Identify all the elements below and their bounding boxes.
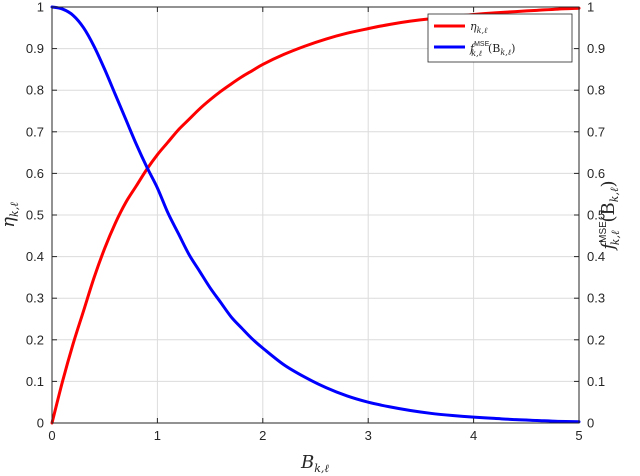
y-left-tick-label: 0: [37, 416, 44, 431]
y-axis-left-label-main: η: [0, 217, 19, 228]
y-left-tick-label: 1: [37, 0, 44, 15]
y-right-tick-label: 0.9: [587, 41, 605, 56]
y-left-tick-label: 0.4: [26, 249, 44, 264]
series-line-fmse: [50, 5, 581, 424]
x-tick-label: 0: [48, 428, 55, 443]
x-axis-label: Bk,ℓ: [300, 452, 329, 475]
legend-label-eta: ηk,ℓ: [470, 20, 488, 35]
y-right-tick-label: 0.1: [587, 374, 605, 389]
y-axis-right-label-arg-sub: k,ℓ: [608, 187, 621, 202]
legend-eta-sub: k,ℓ: [477, 26, 488, 35]
y-right-tick-label: 0: [587, 416, 594, 431]
y-axis-right-label-close: ): [598, 180, 619, 187]
legend-box: [427, 13, 573, 63]
y-right-tick-label: 0.7: [587, 124, 605, 139]
legend-fmse-main: f: [469, 42, 476, 55]
x-tick-label: 4: [470, 428, 477, 443]
y-left-tick-label: 0.9: [26, 41, 44, 56]
legend: ηk,ℓ fMSE k,ℓ (Bk,ℓ): [427, 13, 573, 63]
y-left-tick-label: 0.2: [26, 332, 44, 347]
y-left-tick-label: 0.3: [26, 291, 44, 306]
y-right-tick-label: 1: [587, 0, 594, 15]
y-right-tick-label: 0.2: [587, 332, 605, 347]
legend-fmse-close: ): [511, 42, 515, 55]
x-axis-label-sub: k,ℓ: [314, 462, 329, 475]
y-right-tick-label: 0.4: [587, 249, 605, 264]
x-tick-label: 5: [575, 428, 582, 443]
y-axis-right-label-arg: (B: [598, 202, 619, 222]
y-right-tick-label: 0.8: [587, 83, 605, 98]
x-tick-label: 2: [259, 428, 266, 443]
y-left-tick-label: 0.6: [26, 166, 44, 181]
y-right-tick-label: 0.6: [587, 166, 605, 181]
y-left-tick-label: 0.7: [26, 124, 44, 139]
x-tick-label: 1: [154, 428, 161, 443]
legend-fmse-sub: k,ℓ: [471, 49, 482, 58]
y-axis-right-label-sub: k,ℓ: [609, 230, 622, 245]
y-left-tick-label: 0.8: [26, 83, 44, 98]
y-left-tick-label: 0.5: [26, 208, 44, 223]
y-left-tick-label: 0.1: [26, 374, 44, 389]
legend-eta-main: η: [470, 20, 477, 33]
legend-fmse-arg-sub: k,ℓ: [500, 48, 511, 57]
legend-fmse-sup: MSE: [474, 41, 490, 48]
y-axis-left-label: ηk,ℓ: [0, 202, 21, 228]
y-right-tick-label: 0.5: [587, 208, 605, 223]
y-right-tick-label: 0.3: [587, 291, 605, 306]
legend-label-fmse: fMSE k,ℓ (Bk,ℓ): [469, 41, 515, 58]
x-tick-label: 3: [365, 428, 372, 443]
tick-layer: 0 1 2 3 4 50 00.1 0.10.2 0.20.3 0.30.4 0.40.5 0.50.…: [26, 0, 605, 443]
y-axis-right-label: fMSEk,ℓ(Bk,ℓ): [598, 180, 622, 251]
y-axis-left-label-sub: k,ℓ: [8, 202, 21, 217]
x-axis-label-main: B: [300, 452, 314, 473]
legend-fmse-arg: (B: [488, 42, 500, 55]
y-axis-right-label-sup: MSE: [598, 221, 609, 243]
